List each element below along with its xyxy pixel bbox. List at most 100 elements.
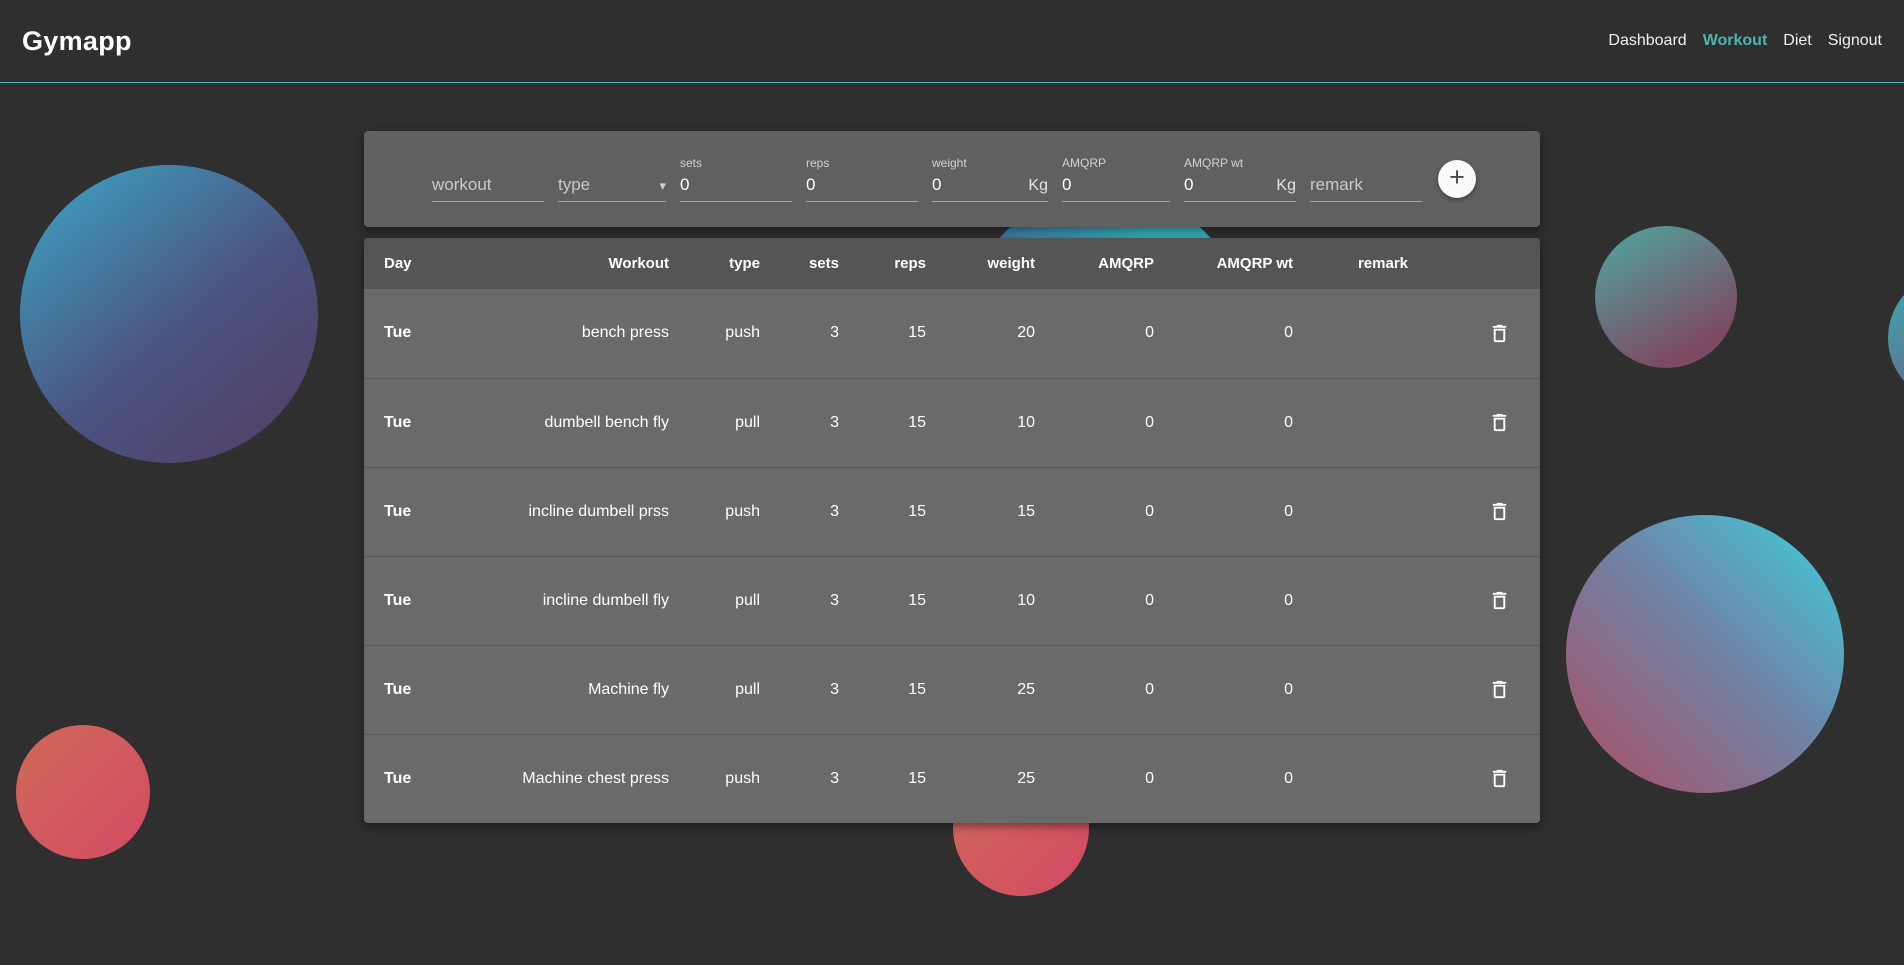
remark-field [1310, 156, 1422, 202]
delete-button[interactable] [1482, 672, 1517, 707]
reps-cell: 15 [908, 324, 926, 342]
remark-cell [1293, 556, 1408, 645]
header-weight: weight [987, 255, 1036, 272]
type-cell: pull [735, 591, 760, 609]
sets-field: sets [680, 156, 792, 202]
header-amqrp-wt: AMQRP wt [1216, 255, 1293, 272]
sets-cell: 3 [830, 680, 839, 698]
weight-cell: 20 [1017, 324, 1035, 342]
app-title: Gymapp [22, 25, 132, 56]
workout-table-grid: Day Workout type sets reps weight AMQRP … [364, 238, 1540, 823]
remark-control [1310, 172, 1422, 202]
delete-button[interactable] [1482, 583, 1517, 618]
weight-input[interactable] [932, 175, 1023, 195]
workout-input[interactable] [432, 175, 544, 195]
day-cell: Tue [384, 502, 412, 520]
reps-cell: 15 [908, 769, 926, 787]
weight-cell: 10 [1017, 591, 1035, 609]
reps-control [806, 172, 918, 202]
header-remark: remark [1357, 255, 1408, 272]
amqrp-input[interactable] [1062, 175, 1170, 195]
amqrp-wt-cell: 0 [1284, 324, 1293, 342]
amqrp-cell: 0 [1145, 324, 1154, 342]
workout-cell: incline dumbell prss [528, 502, 669, 520]
sets-label: sets [680, 156, 703, 170]
trash-icon [1492, 413, 1506, 432]
table-row: Tue Machine fly pull 3 15 25 0 0 [364, 645, 1540, 734]
trash-icon [1492, 324, 1506, 342]
weight-label: weight [932, 156, 967, 170]
reps-label: reps [806, 156, 830, 170]
amqrp-wt-cell: 0 [1284, 413, 1293, 431]
header-amqrp: AMQRP [1098, 255, 1154, 272]
decorative-circle-red-left [16, 725, 150, 859]
reps-input[interactable] [806, 175, 918, 195]
decorative-circle-behind-form [965, 190, 1245, 470]
type-cell: pull [735, 413, 760, 431]
amqrp-cell: 0 [1145, 769, 1154, 787]
day-cell: Tue [384, 324, 412, 342]
amqrp-wt-label: AMQRP wt [1184, 156, 1244, 170]
plus-icon: + [1449, 162, 1465, 192]
type-cell: pull [735, 680, 760, 698]
table-row: Tue incline dumbell fly pull 3 15 10 0 0 [364, 556, 1540, 645]
type-cell: push [725, 769, 760, 787]
workout-label-spacer [432, 156, 544, 172]
header-reps: reps [894, 255, 926, 272]
trash-icon [1492, 591, 1506, 610]
nav-workout[interactable]: Workout [1702, 32, 1768, 49]
sets-cell: 3 [830, 413, 839, 431]
day-cell: Tue [384, 769, 412, 787]
weight-cell: 25 [1017, 769, 1035, 787]
table-row: Tue bench press push 3 15 20 0 0 [364, 289, 1540, 378]
chevron-down-icon: ▾ [659, 178, 666, 193]
workout-table: Day Workout type sets reps weight AMQRP … [364, 238, 1540, 823]
reps-field: reps [806, 156, 918, 202]
amqrp-cell: 0 [1145, 591, 1154, 609]
remark-cell [1293, 289, 1408, 378]
weight-cell: 10 [1017, 413, 1035, 431]
decorative-circle-red-center [953, 760, 1089, 896]
remark-input[interactable] [1310, 175, 1422, 195]
nav-dashboard[interactable]: Dashboard [1608, 32, 1687, 49]
remark-label-spacer [1310, 156, 1422, 172]
day-cell: Tue [384, 413, 412, 431]
sets-cell: 3 [830, 502, 839, 520]
decorative-circle-edge [1888, 272, 1904, 404]
weight-cell: 25 [1017, 680, 1035, 698]
workout-cell: incline dumbell fly [542, 591, 669, 609]
type-select[interactable]: type ▾ [558, 172, 666, 202]
workout-cell: bench press [581, 324, 669, 342]
type-cell: push [725, 324, 760, 342]
amqrp-wt-input[interactable] [1184, 175, 1271, 195]
sets-control [680, 172, 792, 202]
delete-button[interactable] [1482, 316, 1517, 351]
delete-button[interactable] [1482, 494, 1517, 529]
add-button[interactable]: + [1438, 160, 1476, 198]
day-cell: Tue [384, 680, 412, 698]
remark-cell [1293, 378, 1408, 467]
trash-icon [1492, 502, 1506, 521]
nav-diet[interactable]: Diet [1783, 32, 1812, 49]
sets-cell: 3 [830, 769, 839, 787]
delete-button[interactable] [1482, 761, 1517, 796]
weight-control: Kg [932, 172, 1048, 202]
sets-cell: 3 [830, 591, 839, 609]
nav-signout[interactable]: Signout [1827, 32, 1882, 49]
table-header-row: Day Workout type sets reps weight AMQRP … [364, 238, 1540, 289]
reps-cell: 15 [908, 591, 926, 609]
workout-cell: Machine fly [588, 680, 669, 698]
day-cell: Tue [384, 591, 412, 609]
remark-cell [1293, 467, 1408, 556]
amqrp-control [1062, 172, 1170, 202]
amqrp-label: AMQRP [1062, 156, 1107, 170]
sets-input[interactable] [680, 175, 792, 195]
workout-field [432, 156, 544, 202]
trash-icon [1492, 770, 1506, 788]
delete-button[interactable] [1482, 405, 1517, 440]
amqrp-wt-cell: 0 [1284, 502, 1293, 520]
amqrp-cell: 0 [1145, 413, 1154, 431]
table-row: Tue dumbell bench fly pull 3 15 10 0 0 [364, 378, 1540, 467]
header-sets: sets [808, 255, 839, 272]
remark-cell [1293, 734, 1408, 823]
